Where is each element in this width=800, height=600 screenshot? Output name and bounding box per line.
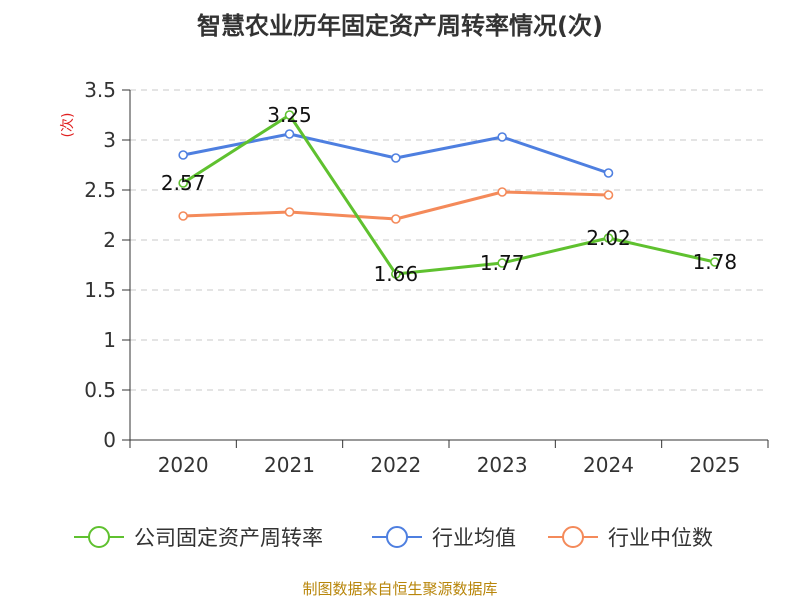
data-point: [603, 190, 614, 200]
source-note: 制图数据来自恒生聚源数据库: [302, 580, 498, 598]
data-label: 1.78: [693, 250, 738, 274]
data-labels: 2.57 3.25 1.66 1.77 2.02 1.78: [161, 103, 737, 286]
series-line: [182, 113, 716, 276]
legend-label: 公司固定资产周转率: [134, 526, 323, 550]
chart-title: 智慧农业历年固定资产周转率情况(次): [197, 12, 603, 40]
legend-label: 行业均值: [432, 526, 516, 550]
x-tick-label: 2021: [264, 453, 315, 477]
y-tick-label: 0: [103, 428, 116, 452]
data-point: [603, 168, 614, 178]
y-axis-label: (次): [60, 113, 76, 138]
data-point: [284, 129, 295, 139]
data-label: 3.25: [267, 103, 312, 127]
data-point: [284, 207, 295, 217]
x-tick-label: 2022: [370, 453, 421, 477]
data-label: 1.66: [374, 262, 419, 286]
data-point: [710, 257, 720, 267]
axes: [129, 90, 768, 441]
data-point: [497, 187, 507, 197]
legend-label: 行业中位数: [608, 526, 713, 550]
data-point: [391, 269, 401, 279]
legend-marker: [88, 526, 110, 548]
x-tick-label: 2023: [477, 453, 528, 477]
data-point: [603, 233, 614, 243]
data-point: [391, 214, 401, 224]
data-label: 2.02: [586, 226, 631, 250]
legend-marker: [386, 526, 408, 548]
y-tick-label: 2: [103, 228, 116, 252]
y-tick-label: 3.5: [84, 78, 116, 102]
data-point: [497, 132, 507, 142]
data-point: [178, 211, 188, 221]
data-point: [284, 110, 295, 120]
legend: 公司固定资产周转率 行业均值 行业中位数: [74, 526, 713, 550]
x-tick-label: 2024: [583, 453, 634, 477]
y-tick-label: 1: [103, 328, 116, 352]
data-point: [391, 153, 401, 163]
y-tick-label: 3: [103, 128, 116, 152]
gridlines: [130, 89, 768, 391]
x-tick-label: 2025: [689, 453, 740, 477]
data-label: 2.57: [161, 171, 206, 195]
data-point: [178, 150, 188, 160]
y-tick-label: 2.5: [84, 178, 116, 202]
x-tick-label: 2020: [158, 453, 209, 477]
data-point: [178, 178, 188, 188]
data-label: 1.77: [480, 251, 525, 275]
data-point: [497, 258, 507, 268]
x-ticks: 2020 2021 2022 2023 2024 2025: [129, 440, 769, 477]
y-ticks: 0 0.5 1 1.5 2 2.5 3 3.5: [84, 78, 130, 452]
legend-marker: [562, 526, 584, 548]
series-group: [178, 110, 720, 279]
y-tick-label: 0.5: [84, 378, 116, 402]
y-tick-label: 1.5: [84, 278, 116, 302]
